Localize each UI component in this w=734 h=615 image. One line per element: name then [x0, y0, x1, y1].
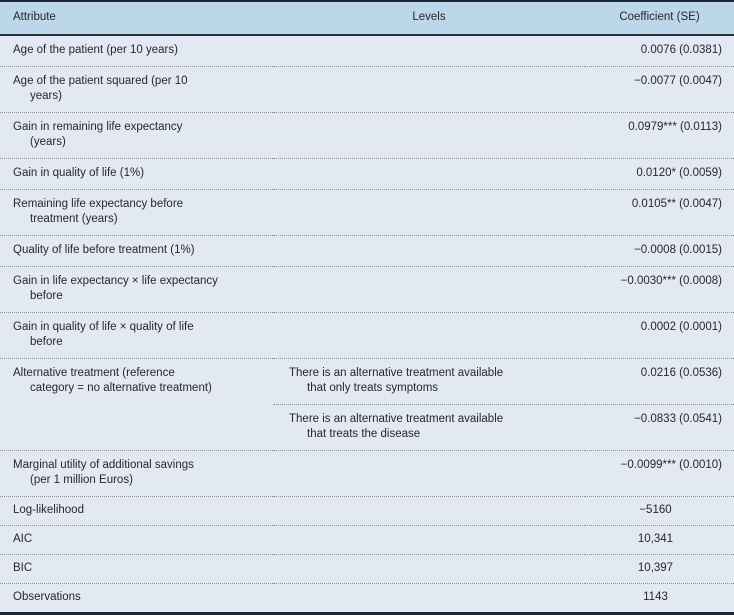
levels-cell	[273, 189, 585, 236]
table-row-gain-quality-of-life: Gain in quality of life (1%) 0.0120* (0.…	[0, 158, 734, 190]
stat-value-cell: 10,397	[585, 554, 734, 584]
attribute-cell: Age of the patient squared (per 10 years…	[0, 66, 273, 113]
levels-cell: There is an alternative treatment availa…	[273, 358, 585, 405]
table-row-age: Age of the patient (per 10 years) 0.0076…	[0, 34, 734, 67]
coefficient-cell: 0.0105** (0.0047)	[585, 189, 734, 236]
coefficient-cell: 0.0002 (0.0001)	[585, 312, 734, 359]
stat-value-cell: 10,341	[585, 525, 734, 555]
table-row-log-likelihood: Log-likelihood −5160	[0, 496, 734, 526]
table-row-gain-life-expectancy: Gain in remaining life expectancy (years…	[0, 112, 734, 159]
coefficient-cell: 0.0076 (0.0381)	[585, 34, 734, 67]
coefficient-cell: 0.0216 (0.0536)	[585, 358, 734, 405]
table-row-remaining-life-expectancy: Remaining life expectancy before treatme…	[0, 189, 734, 236]
table-row-alternative-treatment: Alternative treatment (reference categor…	[0, 358, 734, 451]
stat-value-cell: −5160	[585, 496, 734, 526]
levels-cell	[273, 312, 585, 359]
stat-label-cell: Log-likelihood	[0, 496, 273, 526]
table-row-alternative-treatment-level-2: There is an alternative treatment availa…	[0, 404, 734, 451]
levels-cell	[273, 525, 585, 555]
coefficient-cell: −0.0030*** (0.0008)	[585, 266, 734, 313]
table-body: Age of the patient (per 10 years) 0.0076…	[0, 34, 734, 614]
coefficient-cell: −0.0077 (0.0047)	[585, 66, 734, 113]
header-row: Attribute Levels Coefficient (SE)	[0, 1, 734, 36]
coefficient-cell: 0.0120* (0.0059)	[585, 158, 734, 190]
stat-label-cell: AIC	[0, 525, 273, 555]
levels-cell	[273, 583, 585, 614]
column-header-coefficient: Coefficient (SE)	[585, 1, 734, 36]
stat-value-cell: 1143	[585, 583, 734, 614]
table-row-marginal-utility: Marginal utility of additional savings (…	[0, 450, 734, 497]
attribute-cell: Gain in life expectancy × life expectanc…	[0, 266, 273, 313]
table-row-aic: AIC 10,341	[0, 525, 734, 555]
levels-cell	[273, 158, 585, 190]
levels-cell	[273, 235, 585, 267]
attribute-cell: Marginal utility of additional savings (…	[0, 450, 273, 497]
levels-cell	[273, 554, 585, 584]
attribute-cell: Gain in quality of life × quality of lif…	[0, 312, 273, 359]
levels-cell	[273, 450, 585, 497]
coefficient-cell: 0.0979*** (0.0113)	[585, 112, 734, 159]
levels-cell: There is an alternative treatment availa…	[273, 404, 585, 451]
attribute-cell: Alternative treatment (reference categor…	[0, 358, 273, 451]
table-row-age-squared: Age of the patient squared (per 10 years…	[0, 66, 734, 113]
levels-cell	[273, 112, 585, 159]
table-row-quality-before-treatment: Quality of life before treatment (1%) −0…	[0, 235, 734, 267]
table-row-observations: Observations 1143	[0, 583, 734, 614]
coefficient-cell: −0.0099*** (0.0010)	[585, 450, 734, 497]
levels-cell	[273, 66, 585, 113]
coefficient-cell: −0.0008 (0.0015)	[585, 235, 734, 267]
table-row-interaction-life-expectancy: Gain in life expectancy × life expectanc…	[0, 266, 734, 313]
attribute-cell: Quality of life before treatment (1%)	[0, 235, 273, 267]
stat-label-cell: Observations	[0, 583, 273, 614]
attribute-cell: Age of the patient (per 10 years)	[0, 34, 273, 67]
table-row-interaction-quality-of-life: Gain in quality of life × quality of lif…	[0, 312, 734, 359]
stat-label-cell: BIC	[0, 554, 273, 584]
column-header-levels: Levels	[273, 1, 585, 36]
attribute-cell: Gain in remaining life expectancy (years…	[0, 112, 273, 159]
levels-cell	[273, 34, 585, 67]
column-header-attribute: Attribute	[0, 1, 273, 36]
table-header: Attribute Levels Coefficient (SE)	[0, 1, 734, 36]
levels-cell	[273, 496, 585, 526]
levels-cell	[273, 266, 585, 313]
table-row-bic: BIC 10,397	[0, 554, 734, 584]
attribute-cell: Gain in quality of life (1%)	[0, 158, 273, 190]
attribute-cell: Remaining life expectancy before treatme…	[0, 189, 273, 236]
coefficient-cell: −0.0833 (0.0541)	[585, 404, 734, 451]
